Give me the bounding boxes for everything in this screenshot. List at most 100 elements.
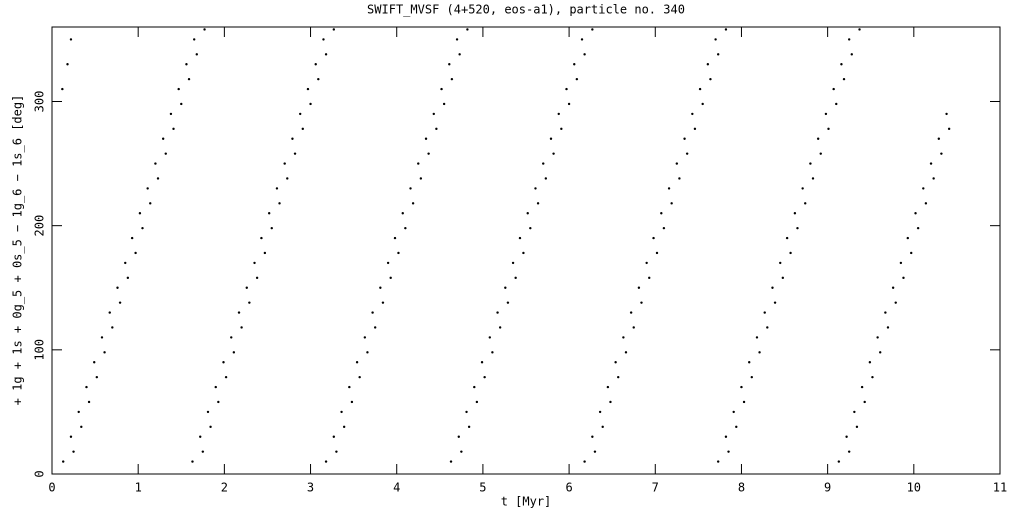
point bbox=[203, 28, 206, 31]
y-tick-label: 300 bbox=[33, 91, 47, 113]
point bbox=[724, 435, 728, 438]
point bbox=[514, 276, 517, 280]
point bbox=[240, 326, 243, 329]
point bbox=[355, 361, 359, 364]
x-tick-label: 2 bbox=[221, 481, 228, 495]
point bbox=[565, 87, 568, 91]
point bbox=[432, 112, 435, 116]
point bbox=[467, 425, 471, 429]
point bbox=[518, 236, 522, 240]
point bbox=[914, 212, 917, 215]
point bbox=[435, 127, 438, 131]
x-tick-label: 1 bbox=[135, 481, 142, 495]
point bbox=[916, 226, 920, 230]
point bbox=[598, 410, 602, 414]
point bbox=[498, 326, 502, 329]
point bbox=[801, 187, 804, 190]
point bbox=[358, 375, 361, 379]
point bbox=[511, 261, 515, 265]
point bbox=[458, 53, 461, 56]
point bbox=[544, 177, 548, 180]
point bbox=[804, 202, 807, 205]
point bbox=[322, 38, 325, 41]
point bbox=[483, 375, 486, 379]
point bbox=[879, 351, 882, 354]
point bbox=[386, 261, 390, 265]
point bbox=[614, 361, 617, 364]
point bbox=[475, 400, 479, 404]
y-tick-label: 0 bbox=[33, 470, 47, 477]
point bbox=[884, 311, 887, 314]
point bbox=[698, 87, 702, 91]
point bbox=[714, 38, 717, 41]
point bbox=[161, 137, 165, 140]
point bbox=[417, 162, 420, 165]
point bbox=[662, 226, 666, 230]
point bbox=[156, 177, 160, 180]
point bbox=[199, 435, 202, 438]
point bbox=[111, 326, 114, 329]
point bbox=[678, 177, 681, 180]
point bbox=[480, 361, 484, 364]
point bbox=[164, 152, 167, 155]
point bbox=[440, 87, 443, 91]
point bbox=[732, 410, 735, 414]
point bbox=[286, 177, 289, 180]
point bbox=[488, 336, 492, 339]
point bbox=[583, 53, 586, 56]
point bbox=[389, 276, 392, 280]
point bbox=[716, 460, 720, 463]
point bbox=[93, 361, 96, 364]
point bbox=[937, 137, 941, 140]
point bbox=[835, 102, 838, 106]
point bbox=[457, 435, 460, 438]
point bbox=[130, 236, 134, 240]
point bbox=[758, 351, 761, 354]
point bbox=[567, 102, 571, 106]
point bbox=[260, 236, 263, 240]
point bbox=[134, 251, 137, 255]
x-tick-label: 10 bbox=[907, 481, 921, 495]
point bbox=[781, 276, 785, 280]
point bbox=[675, 162, 679, 165]
point bbox=[350, 400, 354, 404]
point bbox=[237, 311, 241, 314]
point bbox=[455, 38, 459, 41]
point bbox=[632, 326, 635, 329]
point bbox=[667, 187, 671, 190]
point bbox=[324, 460, 328, 463]
point bbox=[685, 152, 689, 155]
point bbox=[85, 385, 88, 389]
point bbox=[924, 202, 928, 205]
point bbox=[245, 286, 248, 289]
point bbox=[853, 410, 856, 414]
point bbox=[580, 38, 584, 41]
point bbox=[860, 385, 864, 389]
point bbox=[187, 77, 191, 81]
point bbox=[832, 87, 835, 91]
point bbox=[141, 226, 144, 230]
point bbox=[201, 450, 205, 453]
point bbox=[755, 336, 759, 339]
point bbox=[138, 212, 142, 215]
point bbox=[126, 276, 130, 280]
point bbox=[278, 202, 281, 205]
y-tick-label: 200 bbox=[33, 215, 47, 237]
point bbox=[397, 251, 400, 255]
point bbox=[724, 28, 728, 31]
point bbox=[401, 212, 404, 215]
point bbox=[773, 301, 777, 304]
point bbox=[683, 137, 686, 140]
point bbox=[622, 336, 625, 339]
point bbox=[811, 177, 815, 180]
point bbox=[230, 336, 233, 339]
point bbox=[858, 28, 861, 31]
point bbox=[324, 53, 328, 56]
point bbox=[750, 375, 753, 379]
point bbox=[69, 38, 73, 41]
point bbox=[637, 286, 641, 289]
point bbox=[270, 226, 273, 230]
point bbox=[670, 202, 673, 205]
point bbox=[709, 77, 712, 81]
point bbox=[393, 236, 397, 240]
